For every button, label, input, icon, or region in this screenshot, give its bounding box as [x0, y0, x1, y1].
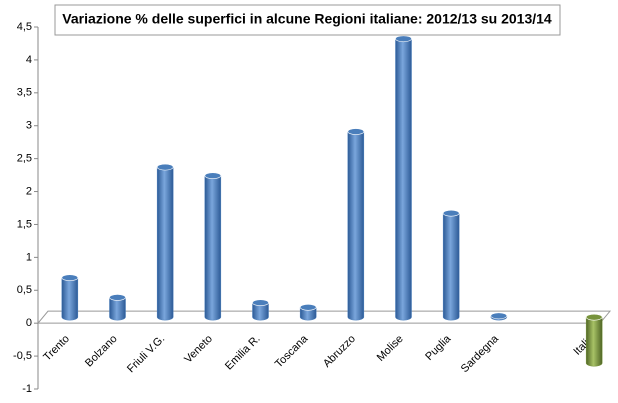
y-tick-label: 2 — [26, 185, 32, 197]
x-tick-label: Emilia R. — [223, 333, 263, 373]
x-tick-label: Friuli V.G. — [125, 333, 167, 375]
x-tick-label: Trento — [41, 333, 72, 364]
bar — [347, 131, 365, 321]
bar — [442, 212, 460, 321]
bar — [109, 297, 126, 321]
bar — [395, 38, 412, 321]
chart-title: Variazione % delle superfici in alcune R… — [62, 11, 552, 27]
y-tick-label: 1 — [26, 251, 32, 263]
bar-top — [156, 163, 174, 171]
x-tick-label: Abruzzo — [321, 333, 358, 370]
y-tick-label: -0,5 — [13, 350, 32, 362]
title-box — [54, 4, 561, 36]
y-tick-label: 0 — [26, 317, 32, 329]
bar-top — [204, 172, 222, 179]
bar-top — [109, 294, 126, 301]
bar-top — [299, 304, 317, 311]
y-tick-label: 3 — [26, 120, 32, 132]
x-tick-label: Veneto — [182, 333, 215, 366]
y-tick-label: -1 — [22, 383, 32, 395]
y-tick-label: 0,5 — [17, 284, 32, 296]
x-tick-label: Bolzano — [83, 333, 120, 370]
floor — [36, 310, 612, 324]
bar-top — [585, 313, 603, 321]
bar — [204, 175, 222, 321]
x-tick-label: Sardegna — [459, 332, 502, 375]
y-tick-label: 1,5 — [17, 218, 32, 230]
bar — [585, 316, 603, 367]
bar — [61, 277, 79, 321]
bar-top — [61, 274, 79, 281]
x-tick-label: Molise — [375, 333, 406, 364]
bar-top — [395, 35, 412, 43]
bar-top — [490, 312, 508, 320]
x-tick-label: Toscana — [273, 332, 311, 370]
bar — [252, 302, 269, 321]
bar — [299, 307, 317, 321]
bar-top — [442, 209, 460, 217]
y-tick-label: 3,5 — [17, 87, 32, 99]
y-tick-label: 4,5 — [17, 21, 32, 33]
y-tick-label: 4 — [26, 54, 32, 66]
x-tick-label: Puglia — [423, 332, 454, 363]
y-tick-label: 2,5 — [17, 153, 32, 165]
bar-top — [252, 299, 269, 307]
bar — [156, 166, 174, 321]
bar-top — [347, 128, 365, 135]
